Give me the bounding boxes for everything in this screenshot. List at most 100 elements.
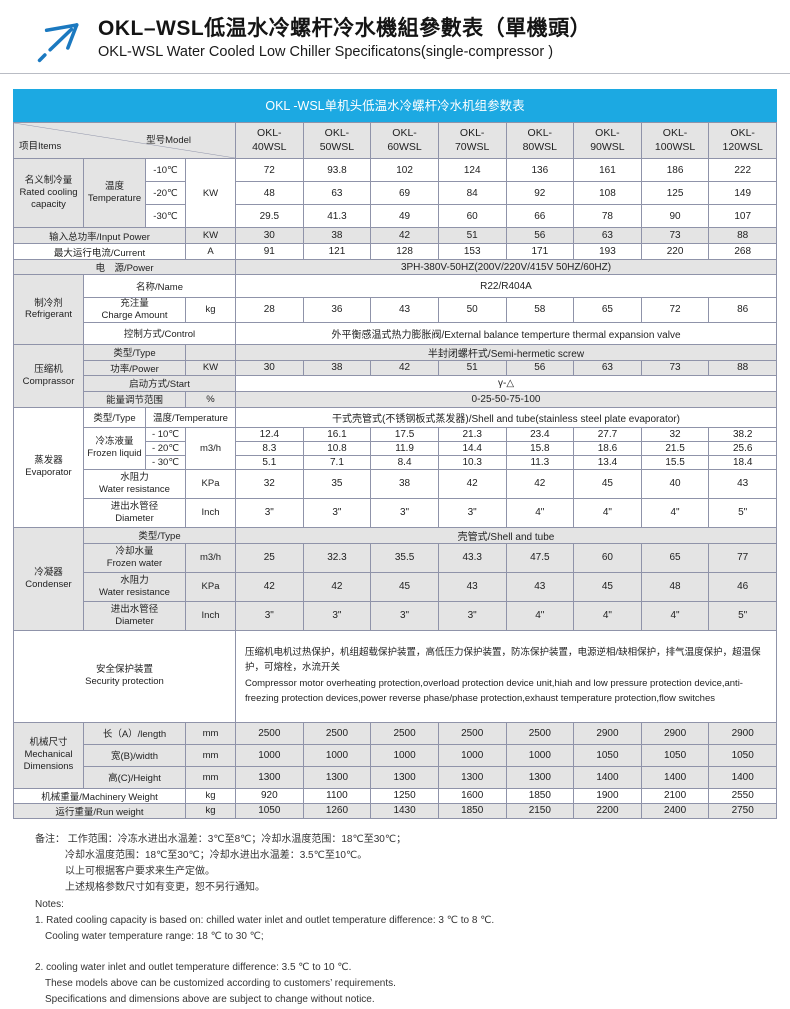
row-run-weight: 运行重量/Run weight kg 1050 1260 1430 1850 2150 2… bbox=[13, 802, 777, 819]
row-capacity-minus10: 名义制冷量 Rated cooling capacity 温度 Temperat… bbox=[13, 158, 777, 228]
spec-value-cell: 42 bbox=[437, 468, 507, 499]
page-title-cn: OKL–WSL低温水冷螺杆冷水機組參數表（單機頭） bbox=[98, 17, 592, 40]
unit-kw: KW bbox=[185, 158, 236, 228]
spec-value-cell: 2500 bbox=[302, 721, 372, 745]
page-header: OKL–WSL低温水冷螺杆冷水機組參數表（單機頭） OKL-WSL Water … bbox=[0, 0, 790, 63]
spec-value-cell: 63 bbox=[302, 181, 372, 205]
spec-value-cell: 88 bbox=[708, 227, 777, 244]
spec-value-cell: 11.9 bbox=[370, 440, 439, 456]
spec-value-cell: 73 bbox=[640, 359, 710, 376]
note-line-cn4: 上述规格参数尺寸如有变更，恕不另行通知。 bbox=[65, 882, 265, 894]
spec-value-cell: 4" bbox=[640, 600, 710, 631]
spec-value-cell: 1000 bbox=[302, 743, 372, 767]
note-line-cn3: 以上可根据客户要求来生产定做。 bbox=[65, 866, 215, 878]
unit-inch: Inch bbox=[185, 600, 236, 631]
spec-value-cell: 108 bbox=[573, 181, 642, 205]
spec-value-cell: 1050 bbox=[640, 743, 710, 767]
evaporator-section-label: 蒸发器 Evaporator bbox=[13, 406, 84, 528]
evaporator-type-label: 类型/Type bbox=[83, 406, 146, 428]
unit-mm: mm bbox=[185, 765, 236, 789]
row-machinery-weight: 机械重量/Machinery Weight kg 920 1100 1250 1600… bbox=[13, 787, 777, 804]
model-header-cell: OKL- 50WSL bbox=[302, 122, 372, 159]
spec-value-cell: 47.5 bbox=[505, 542, 575, 573]
spec-value-cell: 58 bbox=[505, 297, 575, 323]
row-height: 高(C)/Height mm 1300 1300 1300 1300 1300 1400 1… bbox=[14, 765, 777, 789]
spec-value-cell: 1600 bbox=[437, 787, 507, 804]
spec-value-cell: 171 bbox=[505, 243, 575, 260]
page-title-en: OKL-WSL Water Cooled Low Chiller Specifi… bbox=[98, 44, 554, 60]
compressor-power-label: 功率/Power bbox=[83, 359, 186, 376]
spec-value-cell: 1050 bbox=[708, 743, 777, 767]
row-evap-water-resistance: 水阻力 Water resistance KPa 32 35 38 42 42 45 40 4… bbox=[14, 468, 777, 499]
spec-value-cell: 1300 bbox=[437, 765, 507, 789]
spec-table: 项目Items 型号Model OKL- 40WSL OKL- 50WSL OKL- 60… bbox=[13, 122, 777, 819]
spec-value-cell: 3" bbox=[235, 600, 304, 631]
spec-value-cell: 1900 bbox=[573, 787, 642, 804]
spec-value-cell: 92 bbox=[505, 181, 575, 205]
spec-value-cell: 222 bbox=[708, 158, 777, 182]
start-mode-label: 启动方式/Start bbox=[83, 374, 236, 392]
capacity-section-label: 名义制冷量 Rated cooling capacity bbox=[13, 158, 84, 228]
spec-value-cell: 63 bbox=[573, 227, 642, 244]
unit-cell-empty bbox=[185, 343, 236, 361]
power-label: 电 源/Power bbox=[13, 259, 236, 275]
evap-minus10-label: - 10℃ bbox=[145, 426, 186, 442]
spec-value-cell: 2900 bbox=[640, 721, 710, 745]
note-line-cn2: 冷却水温度范围：18℃至30℃；冷却水进出水温差：3.5℃至10℃。 bbox=[65, 849, 368, 861]
spec-value-cell: 16.1 bbox=[302, 426, 372, 442]
spec-value-cell: 48 bbox=[235, 181, 304, 205]
row-condenser-type: 冷凝器 Condenser 类型/Type 壳管式/Shell and tube bbox=[13, 526, 777, 631]
spec-value-cell: 72 bbox=[235, 158, 304, 182]
spec-value-cell: 38 bbox=[302, 227, 372, 244]
start-mode-value: γ-△ bbox=[235, 374, 777, 392]
unit-kpa: KPa bbox=[185, 571, 236, 602]
spec-value-cell: 90 bbox=[640, 204, 710, 228]
frozen-liquid-label: 冷冻液量 Frozen liquid bbox=[83, 426, 146, 470]
spec-value-cell: 3" bbox=[370, 497, 439, 528]
spec-value-cell: 48 bbox=[640, 571, 710, 602]
model-header-cell: OKL- 60WSL bbox=[370, 122, 439, 159]
spec-value-cell: 21.5 bbox=[640, 440, 710, 456]
row-evaporator-type: 蒸发器 Evaporator 类型/Type 温度/Temperature 干式… bbox=[13, 406, 777, 528]
row-input-power: 输入总功率/Input Power KW 30 38 42 51 56 63 73 88 bbox=[13, 227, 777, 244]
spec-value-cell: 18.6 bbox=[573, 440, 642, 456]
note-line-en2: Cooling water temperature range: 18 ℃ to… bbox=[45, 930, 264, 942]
spec-value-cell: 1430 bbox=[370, 802, 439, 819]
spec-value-cell: 36 bbox=[302, 297, 372, 323]
condenser-type-label: 类型/Type bbox=[83, 526, 236, 544]
compressor-type-value: 半封闭螺杆式/Semi-hermetic screw bbox=[235, 343, 777, 361]
spec-value-cell: 2500 bbox=[505, 721, 575, 745]
spec-value-cell: 35.5 bbox=[370, 542, 439, 573]
row-frozen-liquid-minus10: 冷冻液量 Frozen liquid - 10℃ m3/h 12.4 16.1 17… bbox=[14, 426, 777, 470]
spec-value-cell: 56 bbox=[505, 359, 575, 376]
spec-value-cell: 72 bbox=[640, 297, 710, 323]
spec-value-cell: 42 bbox=[505, 468, 575, 499]
spec-value-cell: 8.3 bbox=[235, 440, 304, 456]
row-width: 宽(B)/width mm 1000 1000 1000 1000 1000 1050 10… bbox=[14, 743, 777, 767]
spec-value-cell: 161 bbox=[573, 158, 642, 182]
spec-value-cell: 30 bbox=[235, 359, 304, 376]
spec-value-cell: 42 bbox=[370, 359, 439, 376]
spec-value-cell: 2100 bbox=[640, 787, 710, 804]
row-start-mode: 启动方式/Start γ-△ bbox=[14, 374, 777, 392]
width-label: 宽(B)/width bbox=[83, 743, 186, 767]
row-current: 最大运行电流/Current A 91 121 128 153 171 193 220 268 bbox=[13, 243, 777, 260]
spec-value-cell: 153 bbox=[437, 243, 507, 260]
spec-value-cell: 1000 bbox=[505, 743, 575, 767]
temperature-label: 温度 Temperature bbox=[83, 158, 146, 228]
spec-value-cell: 46 bbox=[708, 571, 777, 602]
spec-value-cell: 2200 bbox=[573, 802, 642, 819]
spec-value-cell: 78 bbox=[573, 204, 642, 228]
current-label: 最大运行电流/Current bbox=[13, 243, 186, 260]
evap-minus20-label: - 20℃ bbox=[145, 440, 186, 456]
note-line-en-title: Notes: bbox=[35, 898, 64, 910]
spec-value-cell: 3" bbox=[437, 497, 507, 528]
spec-value-cell: 13.4 bbox=[573, 454, 642, 470]
spec-value-cell: 51 bbox=[437, 227, 507, 244]
row-security-protection: 安全保护装置 Security protection 压缩机电机过热保护，机组超… bbox=[13, 629, 777, 723]
header-divider bbox=[0, 73, 790, 74]
spec-value-cell: 4" bbox=[573, 497, 642, 528]
spec-value-cell: 5" bbox=[708, 600, 777, 631]
spec-value-cell: 10.3 bbox=[437, 454, 507, 470]
notes-section: 备注： 工作范围：冷冻水进出水温差：3℃至8℃；冷却水温度范围：18℃至30℃；… bbox=[35, 832, 790, 1009]
